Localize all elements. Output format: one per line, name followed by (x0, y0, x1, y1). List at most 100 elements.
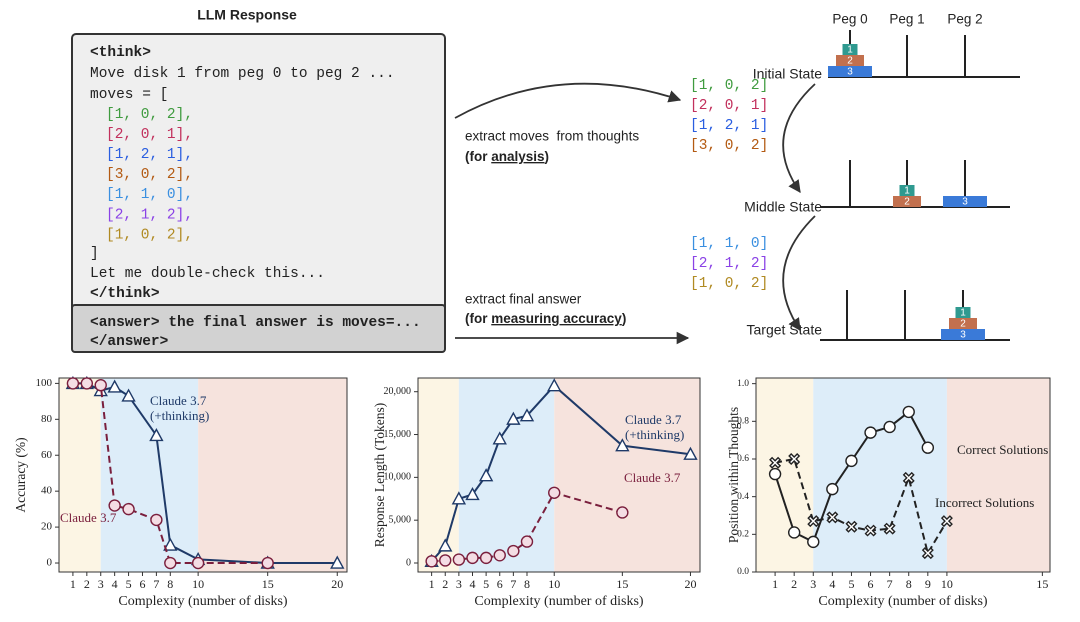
series-line (431, 491, 623, 563)
marker (479, 551, 493, 565)
x-tick-label: 1 (772, 577, 778, 591)
marker (506, 411, 521, 425)
disk (899, 185, 915, 196)
marker (921, 441, 935, 454)
annotation-part: (for (465, 149, 491, 164)
marker (466, 551, 479, 565)
arrow (782, 215, 816, 332)
marker (493, 549, 506, 562)
region (458, 378, 555, 572)
code-move: [2, 1, 2], (106, 207, 193, 223)
marker (191, 556, 205, 570)
plot-frame (755, 377, 1051, 573)
marker (615, 438, 630, 452)
marker (121, 388, 136, 402)
state-label: Initial State (753, 66, 822, 82)
code-line: <answer> the final answer is moves=... (90, 315, 421, 331)
marker (66, 377, 80, 390)
x-tick-label: 1 (70, 577, 76, 591)
y-tick-label: 40 (41, 485, 53, 497)
annotation: (for measuring accuracy) (465, 311, 626, 326)
peg-label: Peg 2 (947, 12, 982, 27)
annotation-part: analysis (491, 149, 544, 164)
y-axis-label: Position within Thoughts (726, 407, 741, 543)
disk (955, 307, 971, 318)
region (813, 378, 947, 572)
annotation-part: (for (465, 311, 491, 326)
x-tick-label: 6 (139, 577, 145, 591)
series-name: Correct Solutions (957, 442, 1049, 457)
marker (520, 535, 534, 548)
x-tick-label: 6 (497, 577, 503, 591)
x-tick-label: 4 (112, 577, 118, 591)
marker (164, 556, 177, 570)
marker (921, 547, 934, 560)
y-axis-label: Accuracy (%) (13, 437, 28, 512)
series-line (774, 457, 948, 556)
x-tick-label: 10 (192, 577, 204, 591)
y-tick-label: 10,000 (384, 472, 412, 483)
marker (826, 511, 839, 524)
code-line: moves = [ (90, 87, 168, 103)
y-tick-label: 0 (406, 557, 411, 568)
y-tick-label: 5,000 (389, 514, 412, 525)
move-list: [1, 2, 1] (690, 118, 768, 134)
marker (787, 526, 801, 539)
code-line: Move disk 1 from peg 0 to peg 2 ... (90, 66, 395, 82)
series-label: Correct Solutions (957, 442, 1049, 457)
annotation: extract final answer (465, 292, 582, 307)
marker (465, 487, 480, 501)
code-move: [1, 0, 2], (106, 107, 193, 123)
marker (94, 378, 107, 392)
marker (149, 428, 164, 442)
answer-box (71, 304, 446, 353)
annotation: extract moves from thoughts (465, 129, 639, 144)
disk-label: 3 (847, 67, 853, 78)
annotation: (for analysis) (465, 149, 549, 164)
marker (108, 499, 121, 512)
x-tick-label: 7 (153, 577, 159, 591)
marker (768, 467, 782, 481)
disk-label: 1 (847, 45, 853, 56)
arrow (454, 82, 682, 119)
disk-label: 2 (847, 56, 853, 67)
disk (949, 318, 977, 329)
code-move: [1, 1, 0], (106, 187, 193, 203)
y-tick-label: 0.2 (737, 530, 749, 540)
x-tick-label: 8 (524, 577, 530, 591)
y-tick-label: 0 (47, 557, 53, 569)
chart: 0.0 0.2 0.4 0.6 0.8 1.0 1 2 3 4 5 6 7 8 9 10 15 Complexit… (726, 377, 1051, 609)
series-label: Claude 3.7 (60, 510, 116, 525)
x-tick-label: 8 (906, 577, 912, 591)
y-tick-label: 0.6 (737, 454, 749, 464)
x-tick-label: 7 (887, 577, 893, 591)
annotation-part: ) (622, 311, 627, 326)
series-name: Claude 3.7 (+thinking) (150, 393, 210, 423)
marker (80, 377, 94, 390)
marker (902, 471, 915, 484)
marker (439, 554, 452, 567)
y-tick-label: 15,000 (384, 429, 412, 440)
peg-label: Peg 1 (889, 12, 924, 27)
code-line: Let me double-check this... (90, 266, 325, 282)
x-tick-label: 6 (868, 577, 874, 591)
y-axis-label: Response Length (Tokens) (372, 403, 387, 548)
plot-frame (58, 377, 348, 573)
disk (893, 196, 921, 207)
y-tick-label: 0.4 (737, 492, 749, 502)
x-tick-label: 5 (126, 577, 132, 591)
chart: 0 5,000 10,000 15,000 20,000 1 2 3 4 5 6 7 8 10 15 20 Co… (372, 377, 701, 609)
series-line (72, 382, 338, 565)
region (554, 378, 700, 572)
y-tick-label: 0.0 (737, 567, 749, 577)
move-list: [1, 1, 0] (690, 236, 768, 252)
marker (845, 520, 858, 533)
series-label: Claude 3.7 (+thinking) (150, 393, 210, 423)
marker (826, 482, 839, 496)
move-list: [1, 0, 2] (690, 78, 768, 94)
x-tick-label: 15 (262, 577, 274, 591)
x-axis-label: Complexity (number of disks) (474, 594, 643, 609)
x-tick-label: 15 (1036, 577, 1048, 591)
x-axis-label: Complexity (number of disks) (818, 594, 987, 609)
